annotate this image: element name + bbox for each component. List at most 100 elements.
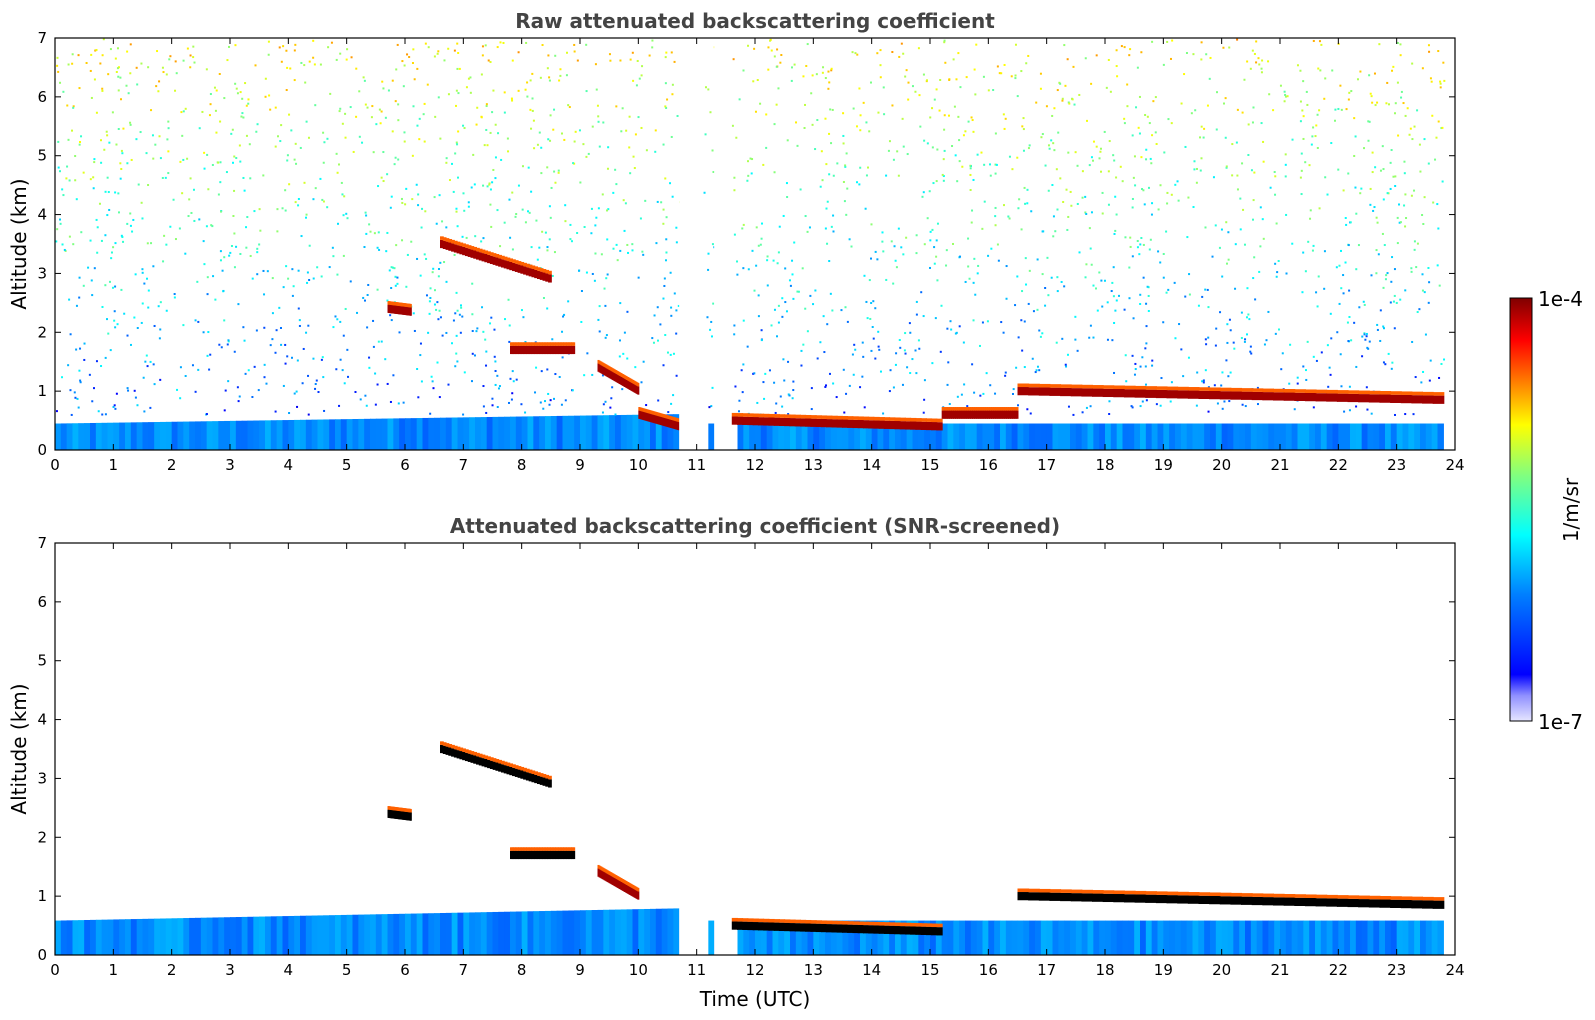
cloud-edge — [524, 342, 528, 346]
cloud-edge — [1390, 391, 1402, 395]
noise-cell — [376, 288, 379, 291]
noise-cell — [106, 214, 109, 217]
noise-cell — [465, 86, 468, 89]
noise-cell — [428, 300, 431, 303]
cloud-cell — [453, 244, 458, 253]
noise-cell — [665, 106, 668, 109]
noise-cell — [1137, 126, 1140, 129]
bl-cell — [895, 920, 902, 955]
cloud-edge — [464, 749, 469, 753]
noise-cell — [742, 223, 745, 226]
noise-cell — [879, 64, 882, 67]
noise-cell — [925, 79, 928, 82]
bl-cell — [545, 910, 552, 955]
noise-cell — [1358, 306, 1361, 309]
noise-cell — [1182, 375, 1185, 378]
noise-cell — [1107, 58, 1110, 61]
noise-cell — [675, 309, 678, 312]
cloud-edge — [603, 363, 606, 368]
cloud-edge — [1400, 896, 1413, 900]
x-tick-label: 17 — [1037, 961, 1056, 979]
cloud-edge — [618, 877, 621, 881]
noise-cell — [1207, 386, 1210, 389]
cloud-cell — [599, 364, 602, 373]
noise-cell — [990, 247, 993, 250]
noise-cell — [1221, 407, 1224, 410]
noise-cell — [1277, 328, 1280, 331]
cloud-cell — [1262, 392, 1274, 401]
y-tick-label: 7 — [37, 534, 47, 552]
bl-cell — [743, 423, 750, 450]
cloud-cell — [613, 372, 616, 382]
noise-cell — [585, 43, 588, 46]
noise-cell — [965, 76, 968, 79]
cloud-cell — [651, 414, 654, 423]
noise-cell — [394, 284, 397, 287]
cloud-cell — [904, 421, 912, 430]
noise-cell — [547, 392, 550, 395]
noise-cell — [640, 381, 643, 384]
noise-cell — [945, 249, 948, 252]
noise-cell — [707, 268, 710, 271]
noise-cell — [892, 158, 895, 161]
noise-cell — [494, 369, 497, 372]
noise-cell — [962, 341, 965, 344]
noise-cell — [1162, 321, 1165, 324]
noise-cell — [663, 277, 666, 280]
noise-cell — [1241, 162, 1244, 165]
noise-cell — [1204, 288, 1207, 291]
noise-cell — [274, 145, 277, 148]
cloud-cell — [977, 410, 981, 419]
cloud-edge — [981, 407, 985, 411]
noise-cell — [1157, 250, 1160, 253]
noise-cell — [583, 374, 586, 377]
cloud-cell — [536, 775, 541, 785]
cloud-cell — [1326, 393, 1338, 402]
noise-cell — [1027, 147, 1030, 150]
cloud-cell — [1219, 391, 1232, 400]
x-tick-label: 16 — [979, 456, 998, 474]
bl-cell — [1221, 920, 1229, 955]
x-tick-label: 6 — [400, 456, 410, 474]
noise-cell — [286, 159, 289, 162]
bl-cell — [265, 916, 272, 955]
noise-cell — [989, 163, 992, 166]
cloud-edge — [503, 256, 508, 261]
bl-cell — [924, 423, 931, 450]
noise-cell — [618, 355, 621, 358]
noise-cell — [502, 41, 505, 44]
cloud-cell — [510, 345, 513, 355]
cloud-cell — [484, 759, 489, 768]
cloud-cell — [525, 267, 530, 276]
cloud-cell — [1166, 390, 1179, 399]
cloud-edge — [567, 342, 571, 346]
noise-cell — [363, 299, 366, 302]
cloud-cell — [548, 274, 552, 283]
noise-cell — [1392, 175, 1395, 178]
noise-cell — [954, 332, 957, 335]
cloud-cell — [873, 925, 880, 934]
noise-cell — [789, 284, 792, 287]
noise-cell — [1443, 358, 1446, 361]
noise-cell — [795, 121, 798, 124]
noise-cell — [971, 119, 974, 122]
bl-cell — [1023, 423, 1030, 450]
noise-cell — [549, 139, 552, 142]
cloud-cell — [473, 250, 478, 259]
noise-cell — [1375, 272, 1378, 275]
bl-cell — [241, 916, 249, 955]
noise-cell — [256, 273, 259, 276]
noise-cell — [634, 133, 637, 136]
noise-cell — [811, 123, 814, 126]
cloud-edge — [647, 409, 650, 414]
noise-cell — [180, 111, 183, 114]
noise-cell — [67, 63, 70, 66]
cloud-edge — [604, 869, 607, 873]
noise-cell — [1209, 56, 1212, 59]
bl-cell — [498, 911, 505, 955]
noise-cell — [1392, 65, 1395, 68]
noise-cell — [83, 342, 86, 345]
noise-cell — [865, 174, 868, 177]
noise-cell — [208, 368, 211, 371]
noise-cell — [1427, 44, 1430, 47]
